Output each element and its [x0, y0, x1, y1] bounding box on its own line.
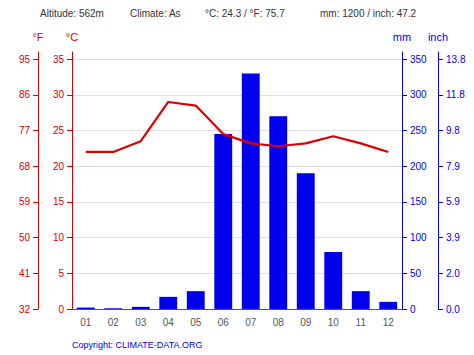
svg-text:5.9: 5.9: [446, 196, 460, 207]
svg-text:01: 01: [80, 317, 92, 328]
svg-text:35: 35: [53, 54, 65, 65]
svg-text:15: 15: [53, 196, 65, 207]
svg-text:5: 5: [58, 268, 64, 279]
svg-text:7.9: 7.9: [446, 161, 460, 172]
svg-text:inch: inch: [428, 31, 448, 43]
svg-text:25: 25: [53, 125, 65, 136]
svg-text:0: 0: [410, 304, 416, 315]
svg-text:08: 08: [273, 317, 285, 328]
svg-text:20: 20: [53, 161, 65, 172]
svg-text:32: 32: [19, 304, 31, 315]
svg-text:°C: °C: [66, 31, 78, 43]
svg-text:09: 09: [300, 317, 312, 328]
svg-text:2.0: 2.0: [446, 268, 460, 279]
svg-text:13.8: 13.8: [446, 54, 466, 65]
svg-text:0: 0: [58, 304, 64, 315]
svg-text:100: 100: [410, 232, 427, 243]
svg-text:mm: 1200 / inch: 47.2: mm: 1200 / inch: 47.2: [320, 8, 417, 19]
svg-text:05: 05: [190, 317, 202, 328]
svg-text:300: 300: [410, 89, 427, 100]
svg-text:Climate: As: Climate: As: [130, 8, 181, 19]
svg-text:30: 30: [53, 89, 65, 100]
svg-text:3.9: 3.9: [446, 232, 460, 243]
svg-text:12: 12: [383, 317, 395, 328]
svg-text:07: 07: [245, 317, 257, 328]
svg-text:200: 200: [410, 161, 427, 172]
svg-text:95: 95: [19, 54, 31, 65]
svg-text:350: 350: [410, 54, 427, 65]
svg-text:9.8: 9.8: [446, 125, 460, 136]
svg-text:°F: °F: [32, 31, 43, 43]
svg-text:Copyright: CLIMATE-DATA.ORG: Copyright: CLIMATE-DATA.ORG: [72, 340, 203, 350]
svg-text:50: 50: [19, 232, 31, 243]
svg-text:04: 04: [163, 317, 175, 328]
svg-text:°C: 24.3 / °F: 75.7: °C: 24.3 / °F: 75.7: [205, 8, 285, 19]
svg-text:10: 10: [328, 317, 340, 328]
svg-text:86: 86: [19, 89, 31, 100]
svg-text:59: 59: [19, 196, 31, 207]
svg-text:02: 02: [108, 317, 120, 328]
svg-text:10: 10: [53, 232, 65, 243]
svg-text:68: 68: [19, 161, 31, 172]
svg-text:03: 03: [135, 317, 147, 328]
svg-text:150: 150: [410, 196, 427, 207]
svg-text:41: 41: [19, 268, 31, 279]
svg-text:0.0: 0.0: [446, 304, 460, 315]
svg-text:77: 77: [19, 125, 31, 136]
svg-text:11.8: 11.8: [446, 89, 465, 100]
svg-text:11: 11: [356, 317, 367, 328]
svg-text:06: 06: [218, 317, 230, 328]
svg-text:50: 50: [410, 268, 422, 279]
svg-text:250: 250: [410, 125, 427, 136]
svg-text:Altitude: 562m: Altitude: 562m: [40, 8, 104, 19]
svg-text:mm: mm: [393, 31, 411, 43]
